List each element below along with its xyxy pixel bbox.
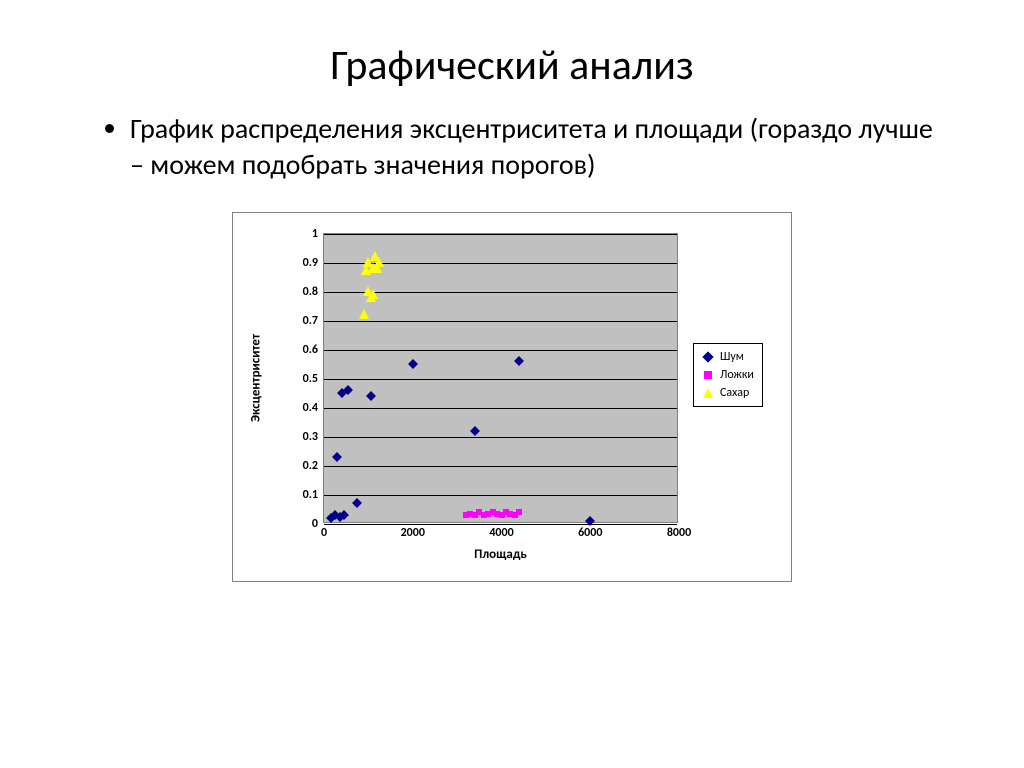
triangle-icon (702, 387, 714, 399)
marker-triangle (374, 257, 384, 267)
y-tick-label: 0.1 (303, 488, 324, 502)
marker-diamond (332, 452, 342, 462)
y-tick-label: 0.3 (303, 430, 324, 444)
legend-item: Шум (702, 348, 754, 366)
diamond-icon (702, 351, 714, 363)
x-tick-label: 0 (321, 522, 327, 540)
y-tick-label: 0.6 (303, 343, 324, 357)
legend-label: Шум (720, 350, 744, 364)
marker-diamond (470, 426, 480, 436)
y-tick-label: 0.7 (303, 314, 324, 328)
marker-triangle (368, 289, 378, 299)
marker-triangle (359, 309, 369, 319)
marker-diamond (366, 391, 376, 401)
marker-square (704, 371, 712, 379)
gridline (324, 466, 677, 467)
y-tick-label: 0.4 (303, 401, 324, 415)
gridline (324, 495, 677, 496)
marker-triangle (703, 388, 713, 398)
plot-area: 00.10.20.30.40.50.60.70.80.9102000400060… (323, 233, 678, 523)
gridline (324, 379, 677, 380)
y-tick-label: 0.2 (303, 459, 324, 473)
gridline (324, 321, 677, 322)
x-tick-label: 2000 (401, 522, 425, 540)
marker-diamond (408, 359, 418, 369)
gridline (324, 234, 677, 235)
y-tick-label: 0.9 (303, 256, 324, 270)
legend-item: Сахар (702, 384, 754, 402)
x-tick-label: 8000 (667, 522, 691, 540)
x-tick-label: 4000 (489, 522, 513, 540)
marker-square (516, 509, 522, 515)
gridline (324, 408, 677, 409)
y-tick-label: 1 (312, 227, 324, 241)
y-tick-label: 0.5 (303, 372, 324, 386)
legend: Шум Ложки Сахар (693, 343, 763, 407)
legend-item: Ложки (702, 366, 754, 384)
marker-diamond (514, 356, 524, 366)
slide: Графический анализ График распределения … (0, 0, 1024, 768)
marker-diamond (352, 499, 362, 509)
legend-label: Сахар (720, 386, 749, 400)
x-axis-label: Площадь (474, 547, 527, 562)
bullet-item: График распределения эксцентриситета и п… (130, 111, 944, 184)
y-axis-label: Эксцентриситет (249, 334, 264, 422)
gridline (324, 350, 677, 351)
marker-diamond (702, 351, 713, 362)
chart-frame: 00.10.20.30.40.50.60.70.80.9102000400060… (232, 212, 792, 582)
gridline (324, 437, 677, 438)
y-tick-label: 0.8 (303, 285, 324, 299)
square-icon (702, 369, 714, 381)
slide-title: Графический анализ (0, 0, 1024, 111)
chart-container: 00.10.20.30.40.50.60.70.80.9102000400060… (0, 212, 1024, 582)
legend-label: Ложки (720, 368, 754, 382)
body-text: График распределения эксцентриситета и п… (0, 111, 1024, 212)
